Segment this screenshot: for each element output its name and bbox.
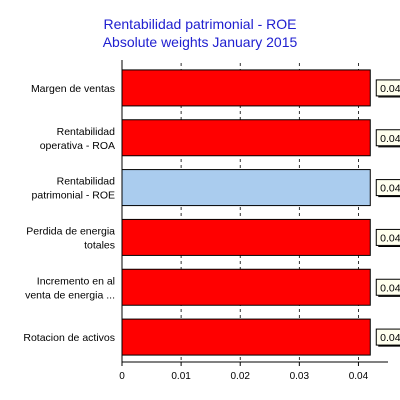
value-label-1: 0.042: [380, 133, 400, 145]
category-label-0-0: Margen de ventas: [31, 83, 115, 95]
value-label-box-2: [375, 179, 400, 197]
value-label-box-3: [375, 228, 400, 246]
category-label-1-1: operativa - ROA: [40, 140, 115, 152]
x-tick-label-0: 0: [119, 371, 125, 382]
bar-3[interactable]: [121, 218, 371, 256]
value-label-2: 0.042: [380, 183, 400, 195]
x-tick-label-1: 0.01: [171, 371, 191, 382]
category-label-3-0: Perdida de energia: [26, 225, 115, 237]
value-label-box-5: [375, 328, 400, 346]
x-tick-label-4: 0.04: [349, 371, 369, 382]
x-tick-label-3: 0.03: [290, 371, 310, 382]
value-label-box-1: [375, 129, 400, 147]
bar-2[interactable]: [121, 169, 371, 207]
value-label-4: 0.042: [380, 282, 400, 294]
category-label-4-1: venta de energia ...: [25, 289, 115, 301]
chart-title: Rentabilidad patrimonial - ROE: [104, 16, 297, 32]
value-label-box-4: [375, 278, 400, 296]
value-label-5: 0.042: [380, 332, 400, 344]
bar-0[interactable]: [121, 69, 371, 107]
category-label-5-0: Rotacion de activos: [23, 332, 115, 344]
category-label-2-1: patrimonial - ROE: [32, 190, 115, 202]
category-label-3-1: totales: [84, 239, 115, 251]
bar-5[interactable]: [121, 318, 371, 356]
value-label-3: 0.042: [380, 232, 400, 244]
x-tick-label-2: 0.02: [230, 371, 250, 382]
category-label-1-0: Rentabilidad: [57, 126, 116, 138]
category-label-2-0: Rentabilidad: [57, 176, 116, 188]
chart-subtitle: Absolute weights January 2015: [103, 34, 298, 50]
bar-4[interactable]: [121, 268, 371, 306]
value-label-0: 0.042: [380, 83, 400, 95]
bar-1[interactable]: [121, 119, 371, 157]
value-label-box-0: [375, 79, 400, 97]
category-label-4-0: Incremento en al: [37, 275, 115, 287]
